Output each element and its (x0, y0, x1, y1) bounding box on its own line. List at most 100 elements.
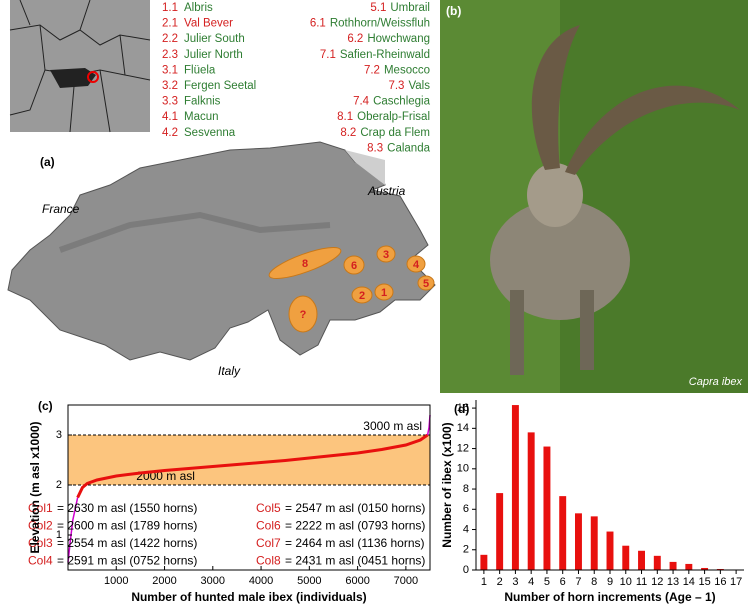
country-label: Austria (367, 184, 406, 198)
site-area (417, 275, 435, 291)
bar (575, 513, 582, 570)
site-area (343, 255, 365, 275)
site-number: 1 (381, 287, 387, 299)
y-tick-label: 10 (457, 463, 469, 475)
inset-background (10, 0, 150, 132)
site-area (288, 295, 318, 333)
y-tick-label: 3 (56, 429, 62, 441)
site-name: Mesocco (384, 64, 430, 76)
panel-label: (d) (454, 402, 469, 416)
site-code: 3.3 (162, 96, 178, 108)
site-number: 5 (423, 278, 429, 290)
x-tick-label: 13 (667, 576, 679, 588)
bar (669, 561, 677, 570)
y-tick-label: 12 (457, 442, 469, 454)
elevation-curve (76, 433, 429, 499)
x-tick-label: 1 (481, 576, 487, 588)
x-tick-label: 5000 (297, 575, 321, 587)
site-code: 7.4 (353, 96, 370, 108)
x-tick-label: 8 (591, 576, 597, 588)
bar (716, 568, 724, 570)
legend-text: = 2630 m asl (1550 horns) (57, 501, 197, 515)
site-code: 4.1 (162, 111, 178, 123)
site-number: 4 (413, 259, 420, 271)
site-number: 3 (383, 249, 389, 261)
site-name: Julier North (184, 49, 243, 61)
site-area (406, 255, 426, 273)
panel-label: (b) (446, 4, 461, 18)
legend-text: = 2547 m asl (0150 horns) (285, 501, 425, 515)
site-name: Crap da Flem (360, 127, 430, 139)
site-name: Flüela (184, 64, 216, 76)
legend-name: Col6 (256, 519, 281, 533)
legend-name: Col5 (256, 501, 281, 515)
x-tick-label: 2 (497, 576, 503, 588)
x-tick-label: 3000 (201, 575, 225, 587)
relief-map: (a) (7, 141, 436, 361)
site-code: 2.3 (162, 49, 178, 61)
site-area (351, 286, 373, 304)
inset-marker (87, 71, 99, 83)
ibex-body (490, 200, 630, 320)
y-tick-label: 8 (463, 483, 469, 495)
site-code: 7.2 (364, 64, 380, 76)
x-tick-label: 10 (620, 576, 632, 588)
site-name: Umbrail (390, 2, 430, 14)
site-area (268, 246, 342, 280)
site-name: Calanda (387, 142, 430, 154)
y-axis-title: Number of ibex (x100) (440, 422, 454, 547)
x-tick-label: 12 (651, 576, 663, 588)
site-code: 6.1 (310, 18, 326, 30)
site-number: 6 (351, 260, 357, 272)
legend-name: Col7 (256, 536, 281, 550)
site-code: 7.1 (320, 49, 336, 61)
bar (496, 493, 504, 570)
switzerland-relief (7, 141, 436, 361)
site-code: 7.3 (388, 80, 404, 92)
bar (511, 405, 519, 570)
site-area (374, 283, 394, 301)
x-tick-label: 16 (714, 576, 726, 588)
bar (590, 516, 598, 570)
bar (527, 432, 535, 570)
site-name: Caschlegia (373, 96, 430, 108)
site-name: Sesvenna (184, 127, 236, 139)
legend-name: Col8 (256, 554, 281, 568)
legend-text: = 2222 m asl (0793 horns) (285, 519, 425, 533)
ibex-leg (510, 290, 524, 375)
ibex-head (527, 163, 583, 227)
x-tick-label: 4 (528, 576, 534, 588)
y-tick-label: 0 (463, 564, 469, 576)
site-code: 5.1 (370, 2, 386, 14)
x-tick-label: 14 (683, 576, 695, 588)
site-name: Rothhorn/Weissfluh (330, 18, 430, 30)
x-tick-label: 17 (730, 576, 742, 588)
legend-text: = 2554 m asl (1422 horns) (57, 536, 197, 550)
y-tick-label: 2 (463, 544, 469, 556)
y-tick-label: 16 (457, 402, 469, 414)
legend-text: = 2464 m asl (1136 horns) (285, 536, 425, 550)
site-name: Fergen Seetal (184, 80, 256, 92)
site-name: Oberalp-Frisal (357, 111, 430, 123)
relief-shade (58, 211, 331, 253)
x-tick-label: 11 (636, 576, 647, 588)
x-tick-label: 6000 (345, 575, 369, 587)
bar (480, 554, 488, 570)
ibex-horn (531, 25, 580, 170)
site-code: 8.2 (340, 127, 356, 139)
bar (559, 496, 567, 570)
panel-label: (c) (38, 399, 53, 413)
site-name: Albris (184, 2, 213, 14)
site-code: 8.1 (337, 111, 353, 123)
ibex-horn (565, 85, 740, 175)
site-number: ? (300, 309, 307, 321)
y-tick-label: 1 (56, 529, 62, 541)
bar (701, 567, 709, 570)
site-area (376, 245, 396, 263)
legend-name: Col3 (28, 536, 53, 550)
bar (606, 531, 614, 570)
site-code: 2.1 (162, 18, 178, 30)
x-tick-label: 2000 (152, 575, 176, 587)
x-tick-label: 6 (560, 576, 566, 588)
